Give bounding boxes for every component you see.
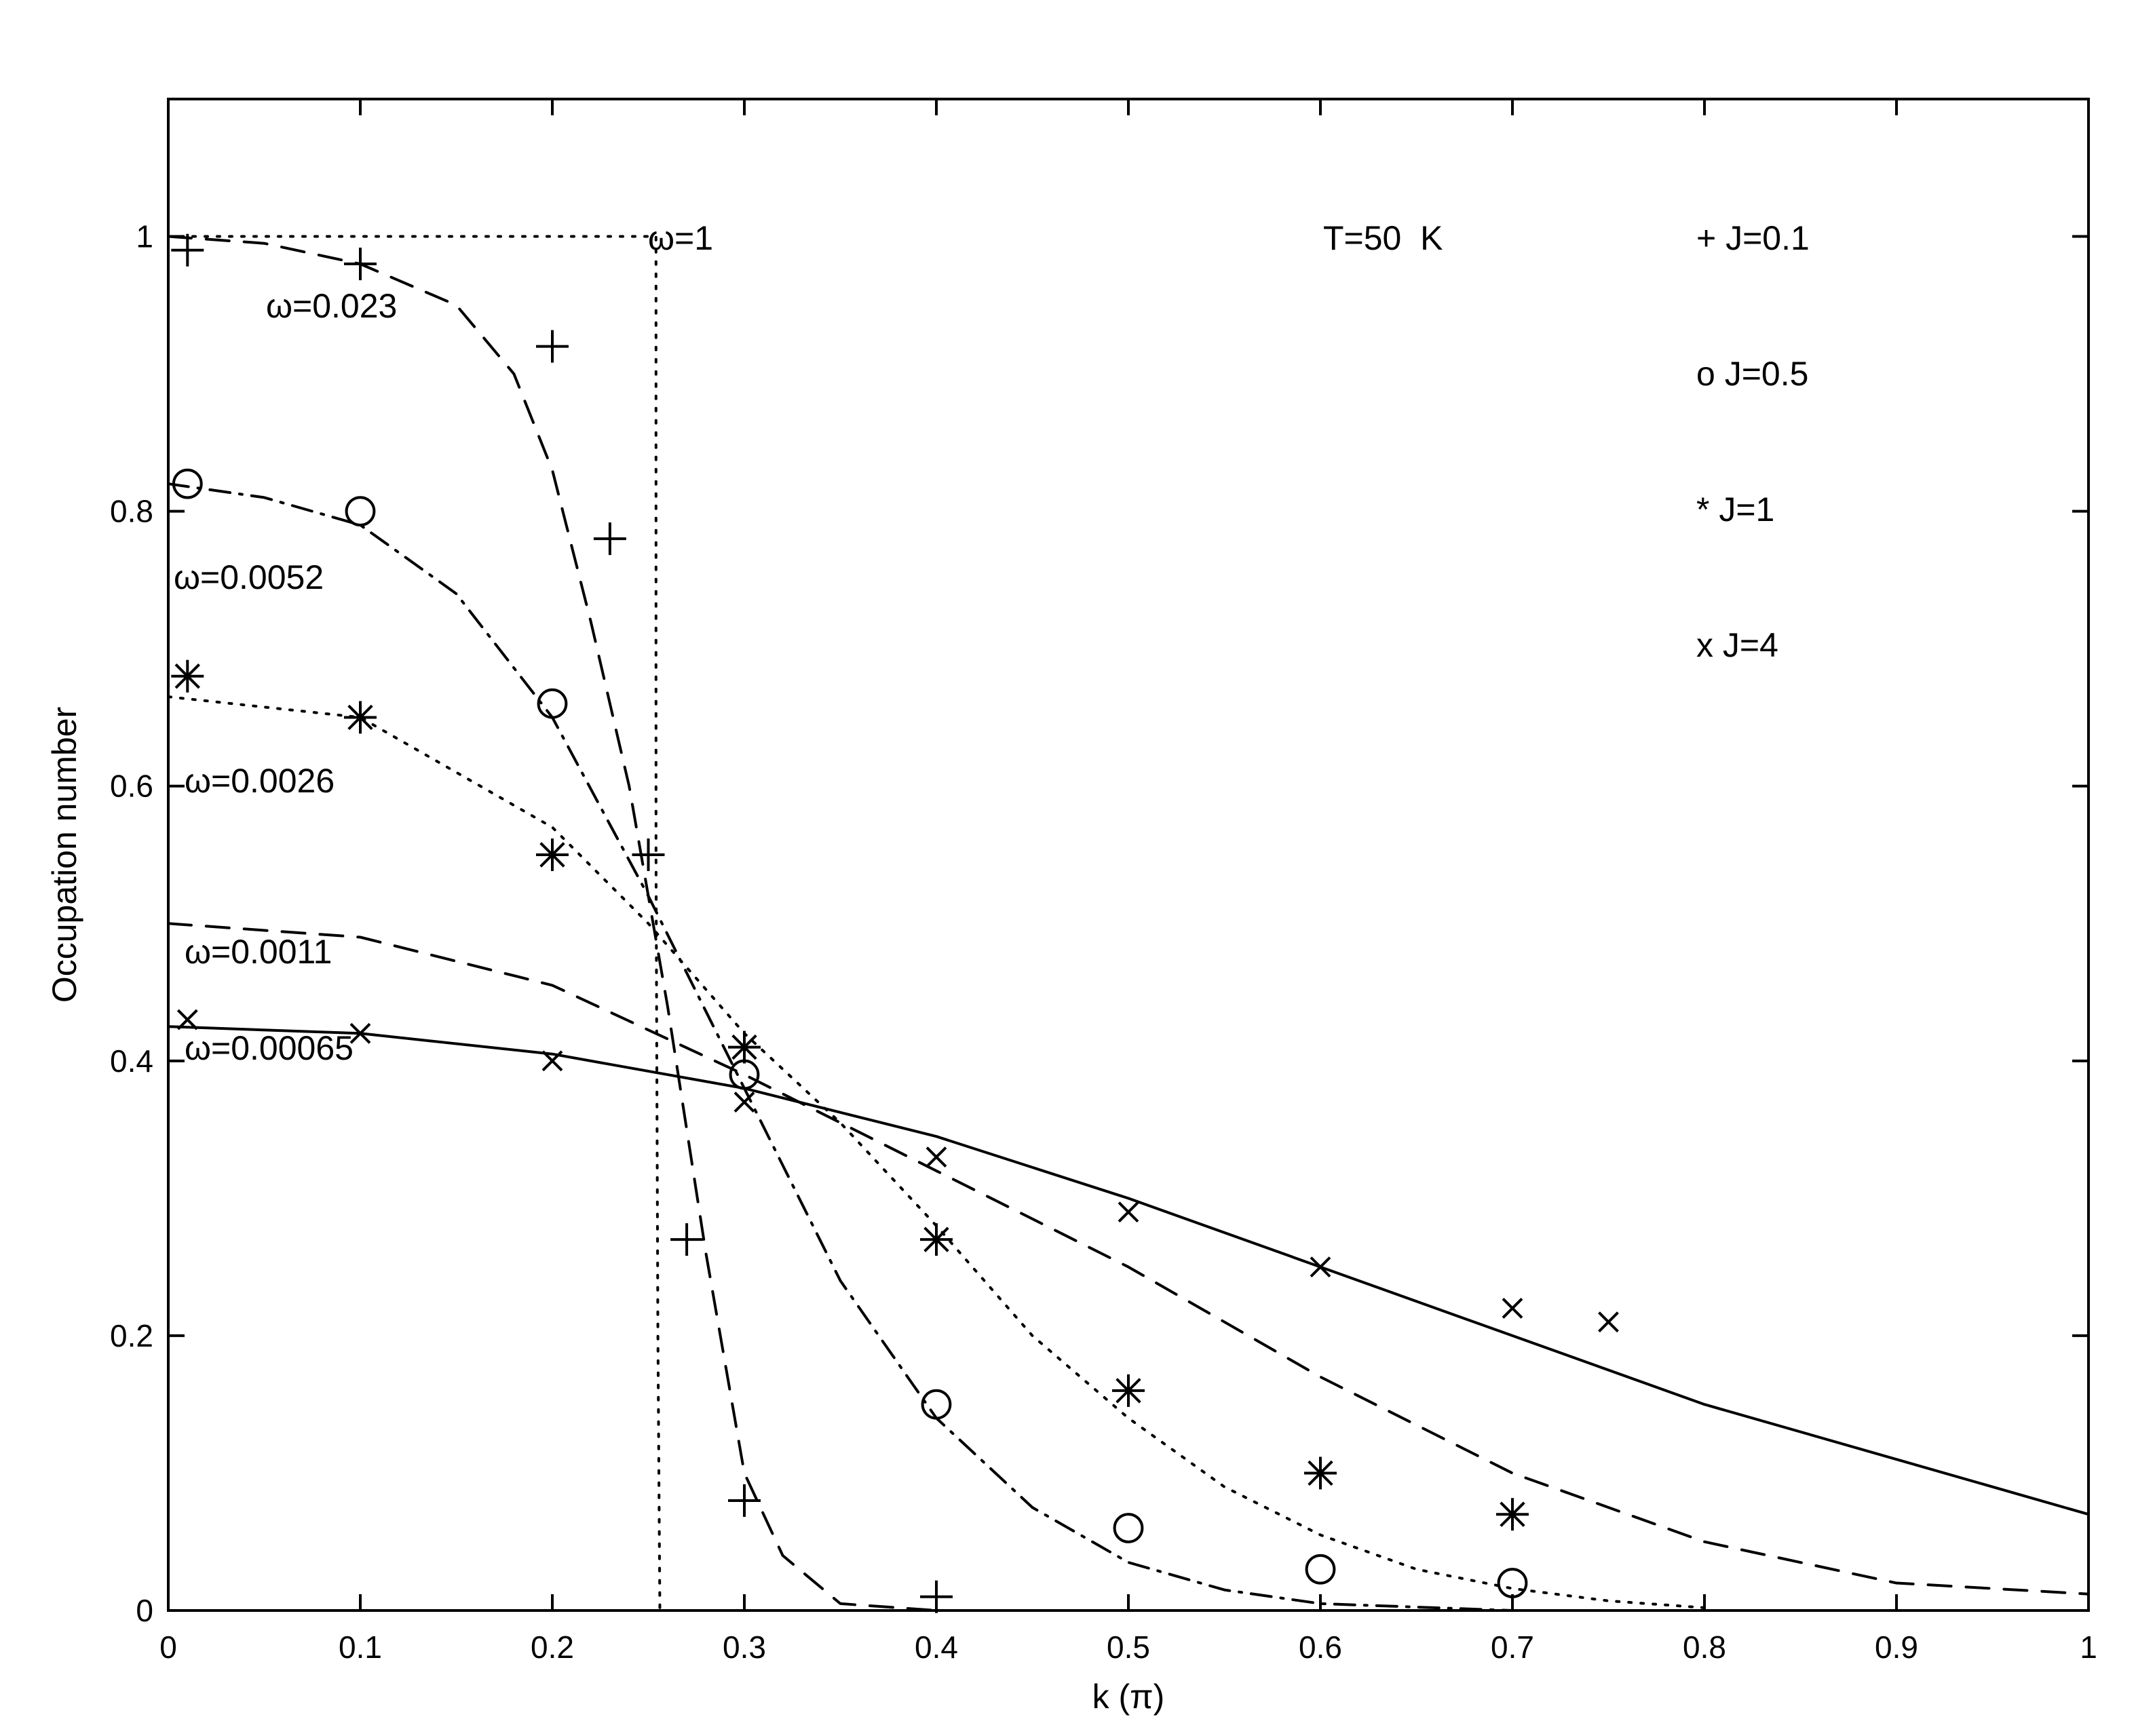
curve-labels-layer: ω=1 ω=0.023 ω=0.0052 ω=0.0026 ω=0.0011 ω=0.00… xyxy=(174,219,713,1067)
marker-j-1 xyxy=(728,1030,761,1064)
marker-j-4 xyxy=(1598,1311,1619,1333)
y-tick-label: 0.2 xyxy=(110,1318,153,1353)
marker-j-1 xyxy=(536,838,569,871)
x-tick-label: 1 xyxy=(2080,1629,2097,1665)
curve-label: ω=0.00065 xyxy=(185,1029,354,1067)
x-tick-label: 0.9 xyxy=(1875,1629,1918,1665)
x-tick-label: 0.2 xyxy=(531,1629,574,1665)
curve-label: ω=0.023 xyxy=(266,287,397,325)
marker-j-4 xyxy=(349,1022,371,1044)
legend-entry-x-j-4: x J=4 xyxy=(1696,626,1778,664)
marker-j-0-1 xyxy=(670,1223,704,1256)
x-tick-label: 0.6 xyxy=(1299,1629,1342,1665)
marker-j-1 xyxy=(1304,1457,1337,1490)
marker-j-4 xyxy=(1118,1201,1139,1223)
marker-j-4 xyxy=(1310,1256,1331,1278)
marker-j-0-5 xyxy=(345,496,376,527)
y-tick-label: 0.8 xyxy=(110,494,153,529)
ticks-layer: 0 0.1 0.2 0.3 0.4 0.5 0.6 0.7 0.8 0.9 1 0 0.2 0.4 0.6 0… xyxy=(110,99,2097,1665)
curve-omega-0-023 xyxy=(167,235,938,1612)
marker-j-1 xyxy=(1496,1498,1529,1531)
marker-j-0-1 xyxy=(728,1484,761,1517)
marker-j-0-1 xyxy=(536,330,569,363)
marker-j-0-1 xyxy=(593,522,626,556)
y-tick-label: 0.4 xyxy=(110,1043,153,1079)
y-tick-label: 0.6 xyxy=(110,769,153,804)
curve-omega-0-0052 xyxy=(167,482,1514,1612)
legend-entry-o-j-0-5: o J=0.5 xyxy=(1696,355,1808,393)
marker-j-1 xyxy=(344,701,377,734)
x-tick-label: 0.4 xyxy=(915,1629,958,1665)
markers-layer xyxy=(171,233,1619,1613)
marker-j-1 xyxy=(920,1223,953,1256)
x-axis-label: k (π) xyxy=(1092,1678,1165,1716)
marker-j-0-5 xyxy=(537,688,568,719)
marker-j-1 xyxy=(171,659,204,693)
marker-j-0-1 xyxy=(632,838,665,871)
curve-label: ω=0.0052 xyxy=(174,558,324,596)
curve-label: ω=0.0011 xyxy=(185,933,332,971)
marker-j-1 xyxy=(1112,1374,1145,1407)
marker-j-0-1 xyxy=(171,233,204,267)
x-tick-label: 0.5 xyxy=(1107,1629,1150,1665)
y-axis-label: Occupation number xyxy=(45,707,83,1003)
marker-j-0-5 xyxy=(729,1059,760,1090)
legend-entry-j-1: * J=1 xyxy=(1696,490,1774,528)
marker-j-0-5 xyxy=(1113,1513,1144,1543)
x-tick-label: 0.1 xyxy=(339,1629,382,1665)
curve-omega-0-00065 xyxy=(167,1025,2090,1516)
temperature-annotation: T=50 K xyxy=(1323,219,1443,257)
marker-j-4 xyxy=(541,1050,563,1072)
x-tick-label: 0.8 xyxy=(1683,1629,1726,1665)
marker-j-4 xyxy=(176,1009,198,1030)
legend: + J=0.1 o J=0.5 * J=1 x J=4 xyxy=(1696,219,1810,664)
curve-label: ω=1 xyxy=(648,219,713,257)
marker-j-4 xyxy=(733,1092,755,1113)
curves-layer xyxy=(167,235,2090,1612)
marker-j-0-5 xyxy=(921,1389,952,1420)
marker-j-0-5 xyxy=(172,468,203,499)
marker-j-4 xyxy=(926,1146,947,1168)
legend-entry-j-0-1: + J=0.1 xyxy=(1696,219,1810,257)
marker-j-0-5 xyxy=(1305,1554,1336,1585)
x-tick-label: 0 xyxy=(159,1629,177,1665)
marker-j-0-5 xyxy=(1497,1568,1528,1598)
x-tick-label: 0.7 xyxy=(1491,1629,1534,1665)
curve-omega-1 xyxy=(167,235,662,1612)
y-tick-label: 1 xyxy=(136,219,153,254)
curve-omega-0-0011 xyxy=(167,922,2090,1596)
marker-j-4 xyxy=(1502,1297,1523,1319)
curve-label: ω=0.0026 xyxy=(185,762,335,800)
x-tick-label: 0.3 xyxy=(723,1629,766,1665)
marker-j-0-1 xyxy=(344,248,377,281)
curve-omega-0-0026 xyxy=(167,695,1706,1609)
y-tick-label: 0 xyxy=(136,1593,153,1628)
